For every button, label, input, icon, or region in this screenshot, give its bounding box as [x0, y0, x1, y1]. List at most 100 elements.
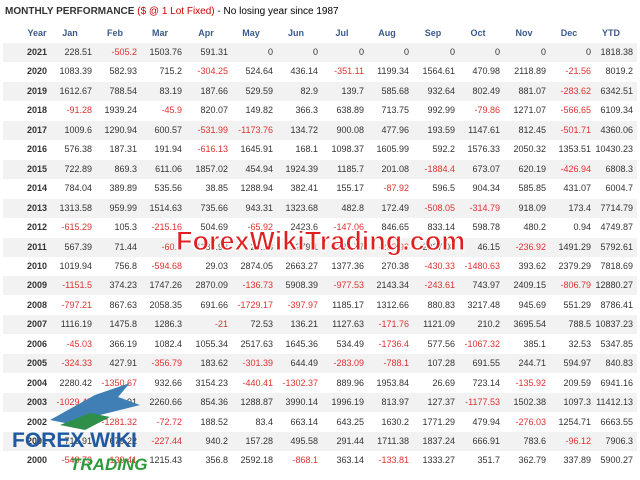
- value-cell: 1939.24: [104, 105, 137, 116]
- header-cell: Jul: [335, 28, 349, 38]
- value-cell: -351.11: [334, 66, 364, 77]
- value-cell: 585.68: [381, 85, 409, 96]
- value-cell: 291.44: [336, 436, 364, 446]
- value-cell: 1377.36: [331, 260, 364, 271]
- value-cell: -548.73: [61, 455, 92, 466]
- row-stripe: [3, 276, 637, 296]
- value-cell: 356.8: [205, 455, 228, 466]
- value-cell: 127.37: [427, 397, 455, 408]
- value-cell: -531.99: [197, 124, 228, 135]
- value-cell: 3217.48: [467, 299, 500, 310]
- value-cell: 139.7: [341, 85, 364, 96]
- year-cell: 2010: [26, 260, 48, 271]
- value-cell: 1009.6: [64, 124, 92, 135]
- value-cell: 2227.08: [422, 241, 455, 252]
- value-cell: 6941.16: [600, 377, 633, 388]
- value-cell: 1083.39: [59, 66, 92, 77]
- value-cell: 1711.38: [377, 436, 409, 446]
- value-cell: 187.66: [200, 85, 228, 96]
- value-cell: 1353.51: [558, 144, 591, 155]
- value-cell: 820.07: [200, 105, 228, 116]
- value-cell: -1729.17: [237, 299, 273, 310]
- value-cell: 82.9: [300, 85, 318, 96]
- value-cell: 1055.34: [195, 338, 228, 349]
- year-cell: 2021: [26, 47, 48, 57]
- value-cell: 1612.67: [59, 85, 92, 96]
- value-cell: 480.2: [523, 222, 546, 233]
- row-stripe: [3, 159, 637, 179]
- value-cell: -1177.53: [465, 397, 500, 408]
- value-cell: -1736.4: [378, 338, 409, 349]
- value-cell: 0: [403, 47, 409, 57]
- value-cell: 183.62: [200, 358, 228, 369]
- value-cell: -1884.4: [424, 163, 455, 174]
- value-cell: -147.06: [333, 222, 364, 233]
- value-cell: 620.19: [518, 163, 546, 174]
- value-cell: 1185.17: [332, 299, 364, 310]
- value-cell: 32.53: [568, 338, 591, 349]
- value-cell: -505.2: [111, 47, 137, 57]
- value-cell: 1576.33: [467, 144, 500, 155]
- value-cell: 482.8: [341, 202, 364, 213]
- logo-bear: [60, 413, 110, 430]
- value-cell: 0: [267, 47, 273, 57]
- value-cell: 802.49: [472, 85, 500, 96]
- header-cell: Jan: [62, 28, 78, 38]
- value-cell: -314.79: [469, 202, 500, 213]
- title-note: ($ @ 1 Lot Fixed): [137, 6, 215, 17]
- value-cell: 1645.36: [285, 338, 318, 349]
- value-cell: 495.58: [290, 436, 318, 446]
- value-cell: 788.5: [568, 319, 591, 330]
- value-cell: 1818.38: [600, 47, 633, 57]
- logo-brand: FOREX WIKI: [12, 429, 137, 452]
- value-cell: -139.41: [106, 455, 137, 466]
- value-cell: 1312.66: [376, 299, 409, 310]
- value-cell: 945.69: [518, 299, 546, 310]
- value-cell: 594.97: [563, 358, 591, 369]
- value-cell: 12880.27: [595, 280, 633, 291]
- value-cell: 900.08: [336, 124, 364, 135]
- year-cell: 2016: [26, 144, 48, 155]
- value-cell: 385.1: [523, 338, 546, 349]
- header-cell: Feb: [106, 28, 123, 38]
- value-cell: 187.31: [109, 144, 137, 155]
- value-cell: 1147.61: [468, 124, 500, 135]
- value-cell: 596.5: [432, 183, 455, 194]
- value-cell: 889.96: [336, 377, 364, 388]
- value-cell: 2517.63: [240, 338, 273, 349]
- value-cell: -136.73: [242, 280, 273, 291]
- value-cell: 1098.37: [331, 144, 364, 155]
- year-cell: 2012: [26, 222, 48, 233]
- value-cell: 5908.39: [285, 280, 318, 291]
- value-cell: 813.97: [381, 397, 409, 408]
- value-cell: 1475.8: [109, 319, 137, 330]
- value-cell: 940.2: [205, 436, 228, 446]
- value-cell: 1837.24: [422, 436, 455, 446]
- value-cell: -79.86: [474, 105, 500, 116]
- value-cell: 3695.54: [513, 319, 546, 330]
- value-cell: -236.92: [515, 241, 546, 252]
- row-stripe: [3, 120, 637, 140]
- value-cell: 869.3: [114, 163, 137, 174]
- header-cell: May: [242, 28, 260, 38]
- title-tail: - No losing year since 1987: [217, 6, 339, 17]
- value-cell: -65.92: [247, 222, 273, 233]
- value-cell: -501.71: [560, 124, 591, 135]
- value-cell: 134.72: [290, 124, 318, 135]
- row-stripe: [3, 432, 637, 451]
- value-cell: -440.41: [242, 377, 273, 388]
- value-cell: 6004.7: [605, 183, 633, 194]
- value-cell: 83.19: [159, 85, 182, 96]
- value-cell: 2423.6: [290, 222, 318, 233]
- value-cell: 638.89: [336, 105, 364, 116]
- value-cell: 713.75: [381, 105, 409, 116]
- value-cell: -868.1: [292, 455, 318, 466]
- value-cell: 932.64: [427, 85, 455, 96]
- logo-sub: TRADING: [70, 455, 147, 474]
- value-cell: 529.59: [245, 85, 273, 96]
- value-cell: -283.62: [560, 85, 591, 96]
- value-cell: 643.25: [336, 416, 364, 427]
- header-cell: Oct: [470, 28, 486, 38]
- value-cell: 1271.07: [513, 105, 546, 116]
